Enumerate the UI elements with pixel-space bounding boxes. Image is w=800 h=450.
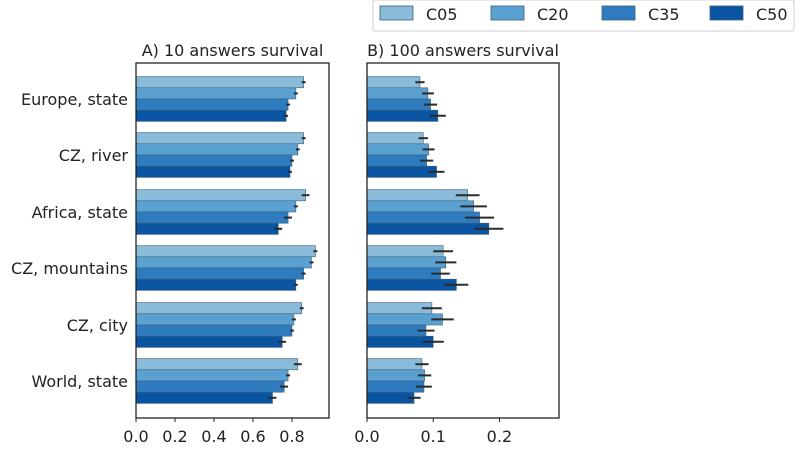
bar-b-c35-1 [366, 154, 427, 167]
bar-b-c35-4 [366, 324, 427, 337]
bar-a-c20-2 [135, 200, 297, 213]
bar-a-c20-1 [135, 143, 299, 156]
category-label-5: World, state [31, 372, 128, 391]
bar-b-c20-4 [366, 313, 443, 326]
x-tick-label-a-0: 0.0 [123, 427, 148, 446]
axes-frame-a [135, 62, 330, 419]
bar-b-c20-2 [366, 200, 474, 213]
bar-b-c20-5 [366, 369, 425, 382]
bar-a-c35-5 [135, 380, 285, 393]
category-label-4: CZ, city [67, 316, 128, 335]
bar-a-c20-4 [135, 313, 295, 326]
bar-a-c35-1 [135, 154, 293, 167]
panel-b-chart: B) 100 answers survival 0.0 0.1 0.2 [354, 41, 560, 446]
bar-b-c35-3 [366, 267, 441, 280]
bar-a-c05-3 [135, 245, 316, 258]
axes-frame-b [366, 62, 560, 419]
panel-a-chart: A) 10 answers survival 0.0 0.2 0.4 0.6 0.8 [123, 41, 330, 446]
legend-label-c35: C35 [648, 5, 680, 24]
legend-label-c20: C20 [537, 5, 569, 24]
bar-a-c35-4 [135, 324, 293, 337]
bar-b-c50-3 [366, 278, 457, 291]
bar-b-c05-5 [366, 358, 423, 371]
bar-a-c50-4 [135, 335, 283, 348]
bar-b-c35-5 [366, 380, 425, 393]
bar-b-c20-0 [366, 87, 429, 100]
category-labels: Europe, state CZ, river Africa, state CZ, m… [11, 90, 128, 391]
bar-a-c50-0 [135, 109, 287, 122]
x-tick-label-b-2: 0.2 [487, 427, 512, 446]
bar-a-c20-5 [135, 369, 289, 382]
legend-swatch-c50 [709, 5, 744, 21]
panel-a-title: A) 10 answers survival [142, 41, 324, 60]
bar-a-c50-2 [135, 222, 279, 235]
x-tick-label-a-2: 0.4 [201, 427, 226, 446]
bar-b-c50-5 [366, 391, 415, 404]
bar-b-c35-0 [366, 98, 431, 111]
bar-b-c35-2 [366, 211, 480, 224]
bar-b-c20-1 [366, 143, 429, 156]
bar-b-c05-0 [366, 76, 421, 89]
bar-a-c50-1 [135, 165, 291, 178]
x-tick-label-a-3: 0.6 [240, 427, 265, 446]
category-label-1: CZ, river [59, 146, 129, 165]
legend-swatch-c20 [490, 5, 525, 21]
bar-a-c35-0 [135, 98, 289, 111]
bar-a-c05-5 [135, 358, 299, 371]
bar-b-c05-2 [366, 189, 468, 202]
bar-b-c05-3 [366, 245, 444, 258]
bar-a-c05-2 [135, 189, 306, 202]
legend-box [372, 0, 795, 32]
bar-a-c35-3 [135, 267, 304, 280]
x-tick-label-b-0: 0.0 [354, 427, 379, 446]
legend: C05 C20 C35 C50 [372, 0, 795, 32]
bar-a-c20-0 [135, 87, 297, 100]
legend-swatch-c05 [379, 5, 414, 21]
bar-b-c50-0 [366, 109, 439, 122]
bar-a-c05-4 [135, 302, 303, 315]
bar-b-c50-1 [366, 165, 437, 178]
category-label-2: Africa, state [32, 203, 128, 222]
legend-label-c50: C50 [756, 5, 788, 24]
x-tick-label-a-4: 0.8 [279, 427, 304, 446]
category-label-0: Europe, state [21, 90, 128, 109]
bar-b-c50-2 [366, 222, 490, 235]
bar-a-c05-1 [135, 132, 304, 145]
bar-a-c20-3 [135, 256, 312, 269]
bar-b-c05-1 [366, 132, 424, 145]
bar-a-c50-5 [135, 391, 273, 404]
bar-a-c05-0 [135, 76, 304, 89]
bar-b-c20-3 [366, 256, 447, 269]
x-tick-label-b-1: 0.1 [420, 427, 445, 446]
legend-swatch-c35 [601, 5, 636, 21]
category-label-3: CZ, mountains [11, 259, 128, 278]
panel-b-title: B) 100 answers survival [367, 41, 559, 60]
legend-label-c05: C05 [426, 5, 458, 24]
bar-a-c35-2 [135, 211, 289, 224]
bar-a-c50-3 [135, 278, 297, 291]
x-tick-label-a-1: 0.2 [162, 427, 187, 446]
